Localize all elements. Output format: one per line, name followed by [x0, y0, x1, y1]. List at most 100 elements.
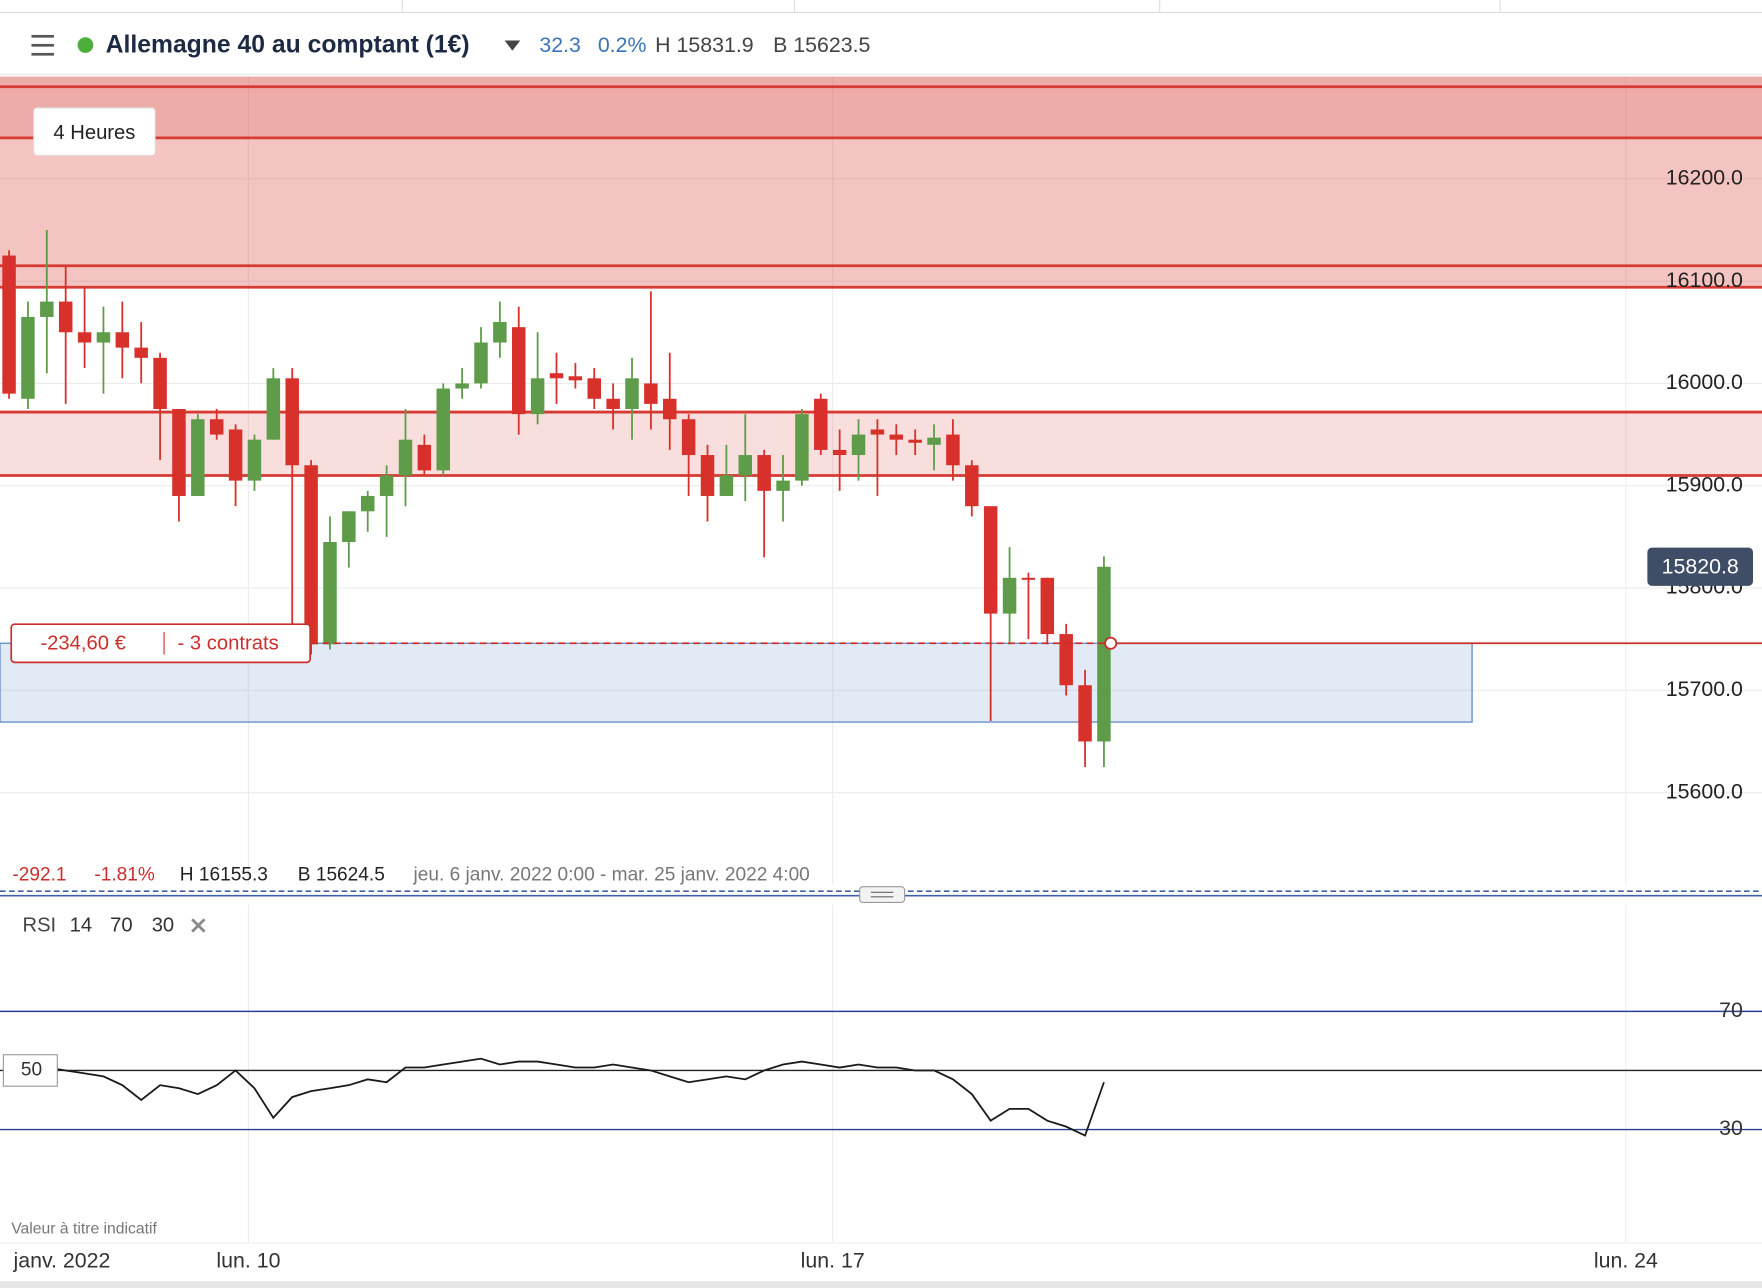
candle-body: [927, 437, 941, 445]
candle-body: [2, 255, 16, 394]
candle-body: [436, 388, 450, 471]
rsi-line: [8, 1057, 1105, 1137]
rsi-param: 30: [152, 914, 175, 936]
x-tick-label: lun. 24: [1594, 1249, 1658, 1273]
candle-body: [379, 475, 394, 496]
rsi-tick-label: 70: [1719, 998, 1743, 1022]
candle-body: [700, 455, 715, 496]
candle-body: [1078, 685, 1092, 742]
candle-body: [21, 316, 35, 399]
candle-body: [1002, 577, 1017, 614]
x-tick-label: lun. 17: [801, 1249, 865, 1273]
header-change: 32.3: [539, 33, 581, 57]
candle-body: [398, 439, 413, 476]
candle-body: [1021, 577, 1036, 580]
candle-body: [776, 480, 790, 491]
y-tick-label: 16200.0: [1666, 165, 1743, 189]
candle-body: [342, 511, 356, 542]
candle-body: [247, 439, 262, 481]
candle-body: [323, 541, 337, 645]
menu-bar: [31, 43, 54, 47]
footnote: Valeur à titre indicatif: [11, 1221, 157, 1238]
candle-body: [530, 378, 545, 415]
rsi-tick-label: 30: [1719, 1116, 1743, 1140]
rsi-tick-label: 50: [21, 1060, 42, 1081]
candle-body: [455, 383, 469, 389]
candle-body: [851, 434, 866, 456]
timeframe[interactable]: 4 Heures: [53, 122, 135, 144]
candle-body: [172, 409, 186, 496]
candle-body: [58, 301, 73, 333]
candle-body: [134, 347, 148, 358]
candle-body: [493, 322, 507, 343]
candle-body: [1097, 566, 1111, 742]
status-dot: [77, 37, 94, 53]
candle-body: [889, 434, 904, 440]
header-high: H 15831.9: [655, 33, 754, 57]
menu-button[interactable]: [31, 34, 54, 56]
candle-body: [681, 419, 696, 456]
rsi-close-button[interactable]: [191, 918, 206, 933]
candle-body: [946, 434, 960, 466]
pane-resize-handle[interactable]: [859, 886, 906, 904]
candle-body: [908, 439, 922, 443]
y-tick-label: 16100.0: [1666, 268, 1743, 292]
info-high: H 16155.3: [180, 865, 268, 886]
candle-body: [474, 342, 488, 384]
rsi-tick-box: [2, 1054, 58, 1087]
candle-body: [587, 378, 601, 399]
menu-bar: [31, 34, 54, 38]
rsi-title: RSI: [22, 914, 56, 936]
candle-body: [832, 449, 847, 456]
position-marker: [1104, 636, 1118, 650]
last-price-box: [1647, 547, 1754, 586]
candle-body: [663, 398, 677, 420]
candle-body: [983, 506, 998, 614]
header-low: B 15623.5: [773, 33, 870, 57]
last-price: 15820.8: [1662, 555, 1739, 579]
candle-body: [115, 332, 130, 348]
candle-body: [549, 373, 564, 379]
candle-body: [795, 414, 809, 481]
y-tick-label: 15900.0: [1666, 472, 1743, 496]
candle-body: [870, 429, 885, 435]
info-change-pct: -1.81%: [94, 865, 155, 886]
candle-body: [1040, 577, 1055, 635]
candle-body: [209, 419, 224, 435]
candle-body: [512, 327, 526, 415]
candle-body: [191, 419, 205, 496]
candle-body: [965, 465, 979, 507]
rsi-param: 14: [70, 914, 93, 936]
bottom-strip: [0, 1281, 1762, 1288]
candle-body: [568, 376, 583, 381]
candle-body: [738, 455, 753, 476]
candle-body: [417, 444, 432, 471]
candle-body: [625, 378, 639, 410]
price-zone: [0, 412, 1762, 476]
position-label-box: [10, 623, 311, 664]
info-low: B 15624.5: [298, 865, 385, 886]
dropdown-arrow[interactable]: [504, 40, 521, 51]
position-size: - 3 contrats: [178, 633, 279, 655]
candle-body: [814, 398, 828, 450]
close-icon: [191, 918, 206, 933]
candle-body: [360, 495, 375, 512]
instrument-title[interactable]: Allemagne 40 au comptant (1€): [106, 32, 470, 59]
candle-body: [77, 332, 92, 343]
timeframe-box[interactable]: [33, 107, 156, 156]
candle-body: [228, 429, 243, 481]
candle-body: [1059, 634, 1073, 686]
menu-bar: [31, 52, 54, 56]
candle-body: [266, 378, 281, 440]
candle-body: [96, 332, 111, 343]
candle-body: [285, 378, 299, 466]
candle-body: [40, 301, 54, 317]
candle-body: [606, 398, 620, 410]
candle-body: [719, 475, 734, 496]
candle-body: [644, 383, 658, 404]
x-tick-label: janv. 2022: [12, 1249, 110, 1273]
price-zone: [0, 137, 1762, 288]
rsi-param: 70: [110, 914, 133, 936]
